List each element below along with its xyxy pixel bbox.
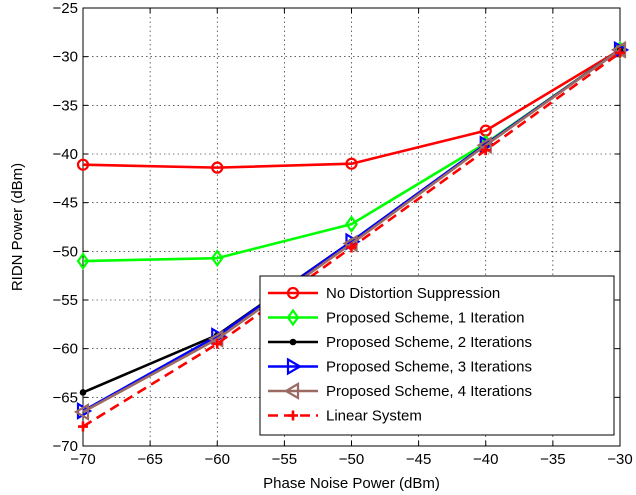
legend-label: Proposed Scheme, 2 Iterations xyxy=(326,334,532,351)
data-point xyxy=(615,47,625,58)
data-point xyxy=(79,389,87,396)
y-tick-label: −50 xyxy=(53,243,78,260)
legend-marker xyxy=(286,308,300,327)
legend-entry: No Distortion Suppression xyxy=(268,285,500,302)
x-axis-label: Phase Noise Power (dBm) xyxy=(263,475,440,492)
legend-label: Proposed Scheme, 1 Iteration xyxy=(326,310,524,327)
y-tick-label: −60 xyxy=(53,341,78,358)
legend-label: Proposed Scheme, 4 Iterations xyxy=(326,383,532,400)
data-point xyxy=(76,158,90,171)
legend-label: No Distortion Suppression xyxy=(326,285,500,302)
legend-box xyxy=(259,275,615,436)
legend-marker xyxy=(289,338,297,346)
legend-marker xyxy=(286,357,303,376)
data-point xyxy=(76,252,90,270)
x-tick-label: −70 xyxy=(70,451,95,468)
y-tick-label: −65 xyxy=(53,389,78,406)
y-tick-label: −30 xyxy=(53,49,78,66)
data-point xyxy=(211,161,224,174)
x-tick-label: −40 xyxy=(473,451,498,468)
x-tick-label: −55 xyxy=(272,451,297,468)
x-tick-label: −65 xyxy=(137,451,162,468)
x-tick-label: −50 xyxy=(339,451,364,468)
legend-entry: Proposed Scheme, 3 Iterations xyxy=(268,357,532,376)
data-point xyxy=(212,338,223,349)
x-tick-label: −35 xyxy=(540,451,565,468)
data-point xyxy=(480,145,491,156)
series-line xyxy=(82,48,621,169)
y-tick-label: −25 xyxy=(53,0,78,17)
legend-label: Linear System xyxy=(326,408,422,425)
legend-marker xyxy=(286,286,300,300)
data-point xyxy=(346,242,357,253)
series-group xyxy=(73,40,630,432)
x-tick-label: −45 xyxy=(406,451,431,468)
legend-entry: Proposed Scheme, 4 Iterations xyxy=(268,382,532,400)
legend-label: Proposed Scheme, 3 Iterations xyxy=(326,359,532,376)
data-point xyxy=(345,215,358,233)
legend-entry: Proposed Scheme, 1 Iteration xyxy=(268,308,524,327)
legend-entry: Proposed Scheme, 2 Iterations xyxy=(268,334,532,351)
data-point xyxy=(210,249,224,268)
x-tick-label: −60 xyxy=(205,451,230,468)
series-1 xyxy=(76,43,627,174)
data-point xyxy=(73,403,90,421)
y-tick-label: −70 xyxy=(53,438,78,455)
y-tick-label: −55 xyxy=(53,292,78,309)
data-point xyxy=(345,157,358,170)
legend: No Distortion Suppression Proposed Scheme… xyxy=(259,275,615,436)
y-axis-label: RIDN Power (dBm) xyxy=(9,163,26,291)
legend-entry: Linear System xyxy=(268,408,422,425)
legend-marker xyxy=(288,410,298,421)
legend-marker xyxy=(283,382,300,400)
x-tick-label: −30 xyxy=(607,451,632,468)
y-tick-label: −45 xyxy=(53,195,78,212)
ticks: −70 −65 −60 −55 −50 −45 −40 −35 −30 −70 −65 −60 −55 −… xyxy=(53,0,633,468)
data-point xyxy=(78,421,88,432)
series-6 xyxy=(78,47,625,432)
y-tick-label: −40 xyxy=(53,146,78,163)
y-tick-label: −35 xyxy=(53,97,78,114)
